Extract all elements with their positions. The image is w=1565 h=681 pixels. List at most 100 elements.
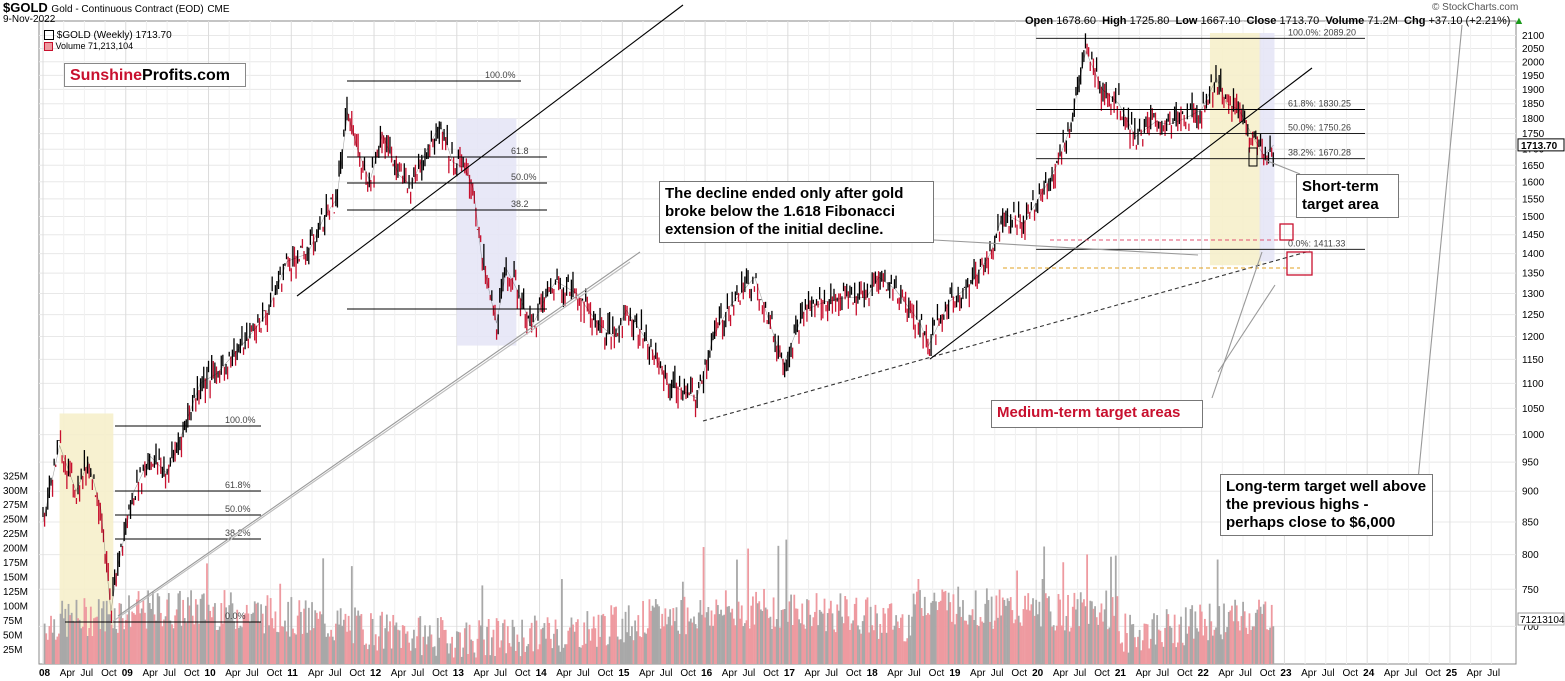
- volume-bar: [1100, 603, 1103, 664]
- trend-line: [933, 239, 1199, 256]
- volume-bar: [605, 645, 608, 664]
- volume-bar: [62, 618, 65, 664]
- volume-bar: [51, 632, 54, 664]
- volume-bar: [777, 545, 780, 664]
- month-tick-label: Apr: [225, 668, 241, 679]
- volume-bar: [919, 590, 921, 664]
- volume-bar: [371, 618, 374, 664]
- volume-bar: [1011, 610, 1014, 664]
- volume-bar: [452, 657, 455, 664]
- volume-bar: [1254, 612, 1257, 664]
- price-series: [42, 33, 1274, 624]
- volume-bar: [175, 609, 178, 664]
- volume-bar: [1089, 600, 1092, 664]
- volume-bar: [69, 615, 72, 664]
- highlight-boxes: [59, 33, 1275, 664]
- volume-bar: [866, 597, 869, 664]
- volume-bar: [320, 614, 323, 664]
- volume-bar: [457, 631, 460, 664]
- volume-bar: [1079, 592, 1082, 664]
- volume-bar: [128, 595, 130, 664]
- month-tick-label: Oct: [1260, 668, 1276, 679]
- month-tick-label: Oct: [1342, 668, 1358, 679]
- volume-bar: [583, 622, 586, 664]
- chg-label: Chg: [1404, 15, 1426, 27]
- volume-bar: [384, 628, 387, 664]
- logo-part2: Profits.com: [142, 67, 231, 84]
- price-tick-label: 1350: [1522, 269, 1545, 280]
- volume-bar: [976, 625, 979, 664]
- volume-bar: [814, 611, 816, 664]
- volume-bar: [1231, 605, 1233, 664]
- volume-bar: [872, 630, 875, 664]
- short-term-note: Short-term target area: [1296, 174, 1399, 218]
- price-tick-label: 1750: [1522, 129, 1545, 140]
- volume-bar: [611, 614, 614, 664]
- month-tick-label: Oct: [515, 668, 531, 679]
- volume-bar: [1060, 625, 1063, 664]
- volume-bar: [1038, 601, 1041, 664]
- volume-bar: [791, 625, 794, 664]
- volume-bar: [546, 617, 549, 664]
- volume-bar: [1025, 609, 1028, 664]
- volume-bar: [376, 650, 379, 664]
- volume-bar: [358, 615, 361, 664]
- volume-bars: [43, 539, 1275, 664]
- volume-bar: [1207, 640, 1209, 664]
- volume-bar: [424, 625, 426, 664]
- year-tick-label: 24: [1363, 668, 1375, 679]
- volume-bar: [164, 616, 167, 664]
- month-tick-label: Jul: [577, 668, 590, 679]
- price-series-line: [42, 50, 1274, 612]
- volume-bar: [516, 634, 519, 664]
- volume-bar: [228, 605, 231, 664]
- volume-bar: [277, 632, 280, 664]
- volume-bar: [1218, 606, 1221, 664]
- volume-bar: [387, 631, 390, 664]
- volume-bar: [451, 636, 453, 664]
- volume-bar: [1253, 626, 1256, 664]
- volume-bar: [603, 616, 606, 664]
- volume-bar: [895, 615, 898, 664]
- volume-bar: [898, 628, 901, 664]
- volume-bar: [890, 603, 893, 664]
- volume-bar: [845, 599, 848, 664]
- volume-bar: [720, 609, 722, 664]
- volume-bar: [159, 612, 162, 664]
- volume-bar: [274, 611, 277, 664]
- volume-bar: [822, 613, 824, 664]
- volume-bar: [549, 638, 552, 664]
- volume-bar: [1173, 614, 1176, 664]
- medium-term-note: Medium-term target areas: [991, 400, 1203, 428]
- month-tick-label: Jul: [1487, 668, 1500, 679]
- volume-bar: [519, 656, 522, 664]
- volume-bar: [545, 638, 547, 664]
- volume-bar: [965, 620, 968, 664]
- volume-bar: [610, 605, 613, 664]
- month-tick-label: Jul: [908, 668, 921, 679]
- volume-bar: [381, 611, 383, 664]
- volume-bar: [368, 644, 371, 664]
- volume-bar: [599, 636, 602, 664]
- volume-bar: [94, 617, 97, 664]
- month-tick-label: Apr: [722, 668, 738, 679]
- price-tick-label: 1450: [1522, 230, 1545, 241]
- fibonacci-levels: 100.0%: 2089.20 61.8%: 1830.25 50.0%: 1750…: [65, 27, 1365, 623]
- year-tick-label: 10: [205, 668, 217, 679]
- volume-bar: [576, 619, 579, 664]
- volume-bar: [444, 629, 447, 664]
- volume-bar: [379, 615, 382, 664]
- volume-bar: [761, 610, 764, 664]
- volume-bar: [1057, 594, 1060, 664]
- volume-bar: [578, 646, 581, 664]
- volume-bar: [163, 619, 165, 664]
- volume-bar: [66, 636, 68, 664]
- volume-bar: [460, 656, 463, 664]
- volume-bar: [947, 592, 950, 664]
- volume-bar: [1040, 626, 1042, 664]
- volume-bar: [1221, 639, 1224, 664]
- volume-bar: [214, 603, 216, 664]
- volume-bar: [183, 618, 186, 664]
- volume-bar: [395, 622, 398, 664]
- volume-bar: [392, 614, 395, 664]
